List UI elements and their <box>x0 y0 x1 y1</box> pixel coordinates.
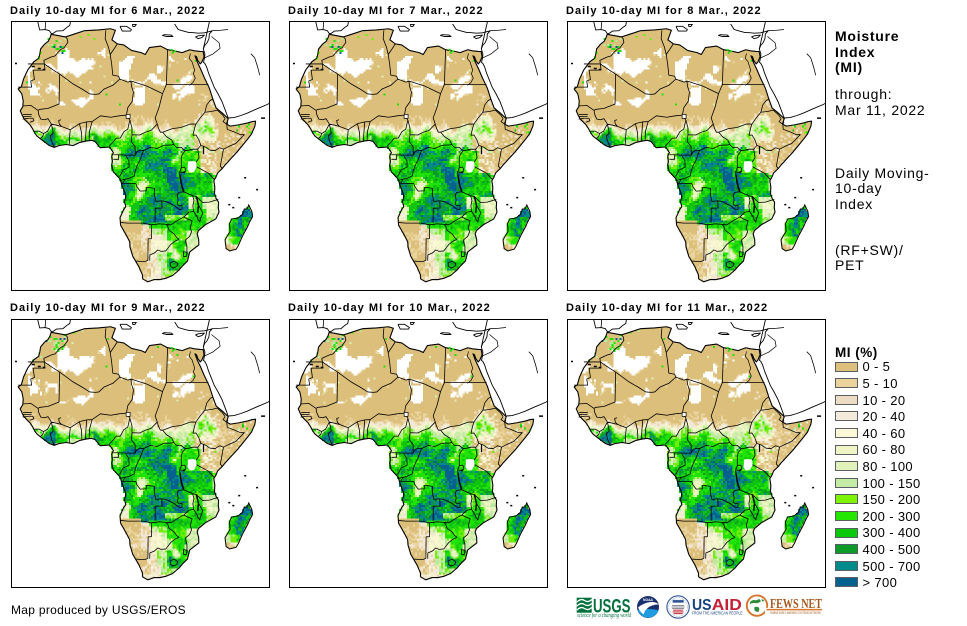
svg-text:science for a changing world: science for a changing world <box>577 612 632 619</box>
svg-text:USGS: USGS <box>593 596 631 617</box>
svg-text:AID: AID <box>712 597 742 614</box>
svg-text:US: US <box>692 597 712 614</box>
svg-text:NOAA: NOAA <box>643 598 654 602</box>
svg-text:FEWS NET: FEWS NET <box>770 596 822 611</box>
svg-text:FAMINE EARLY WARNING SYSTEMS N: FAMINE EARLY WARNING SYSTEMS NETWORK <box>770 611 822 615</box>
svg-text:FROM THE AMERICAN PEOPLE: FROM THE AMERICAN PEOPLE <box>692 611 743 616</box>
